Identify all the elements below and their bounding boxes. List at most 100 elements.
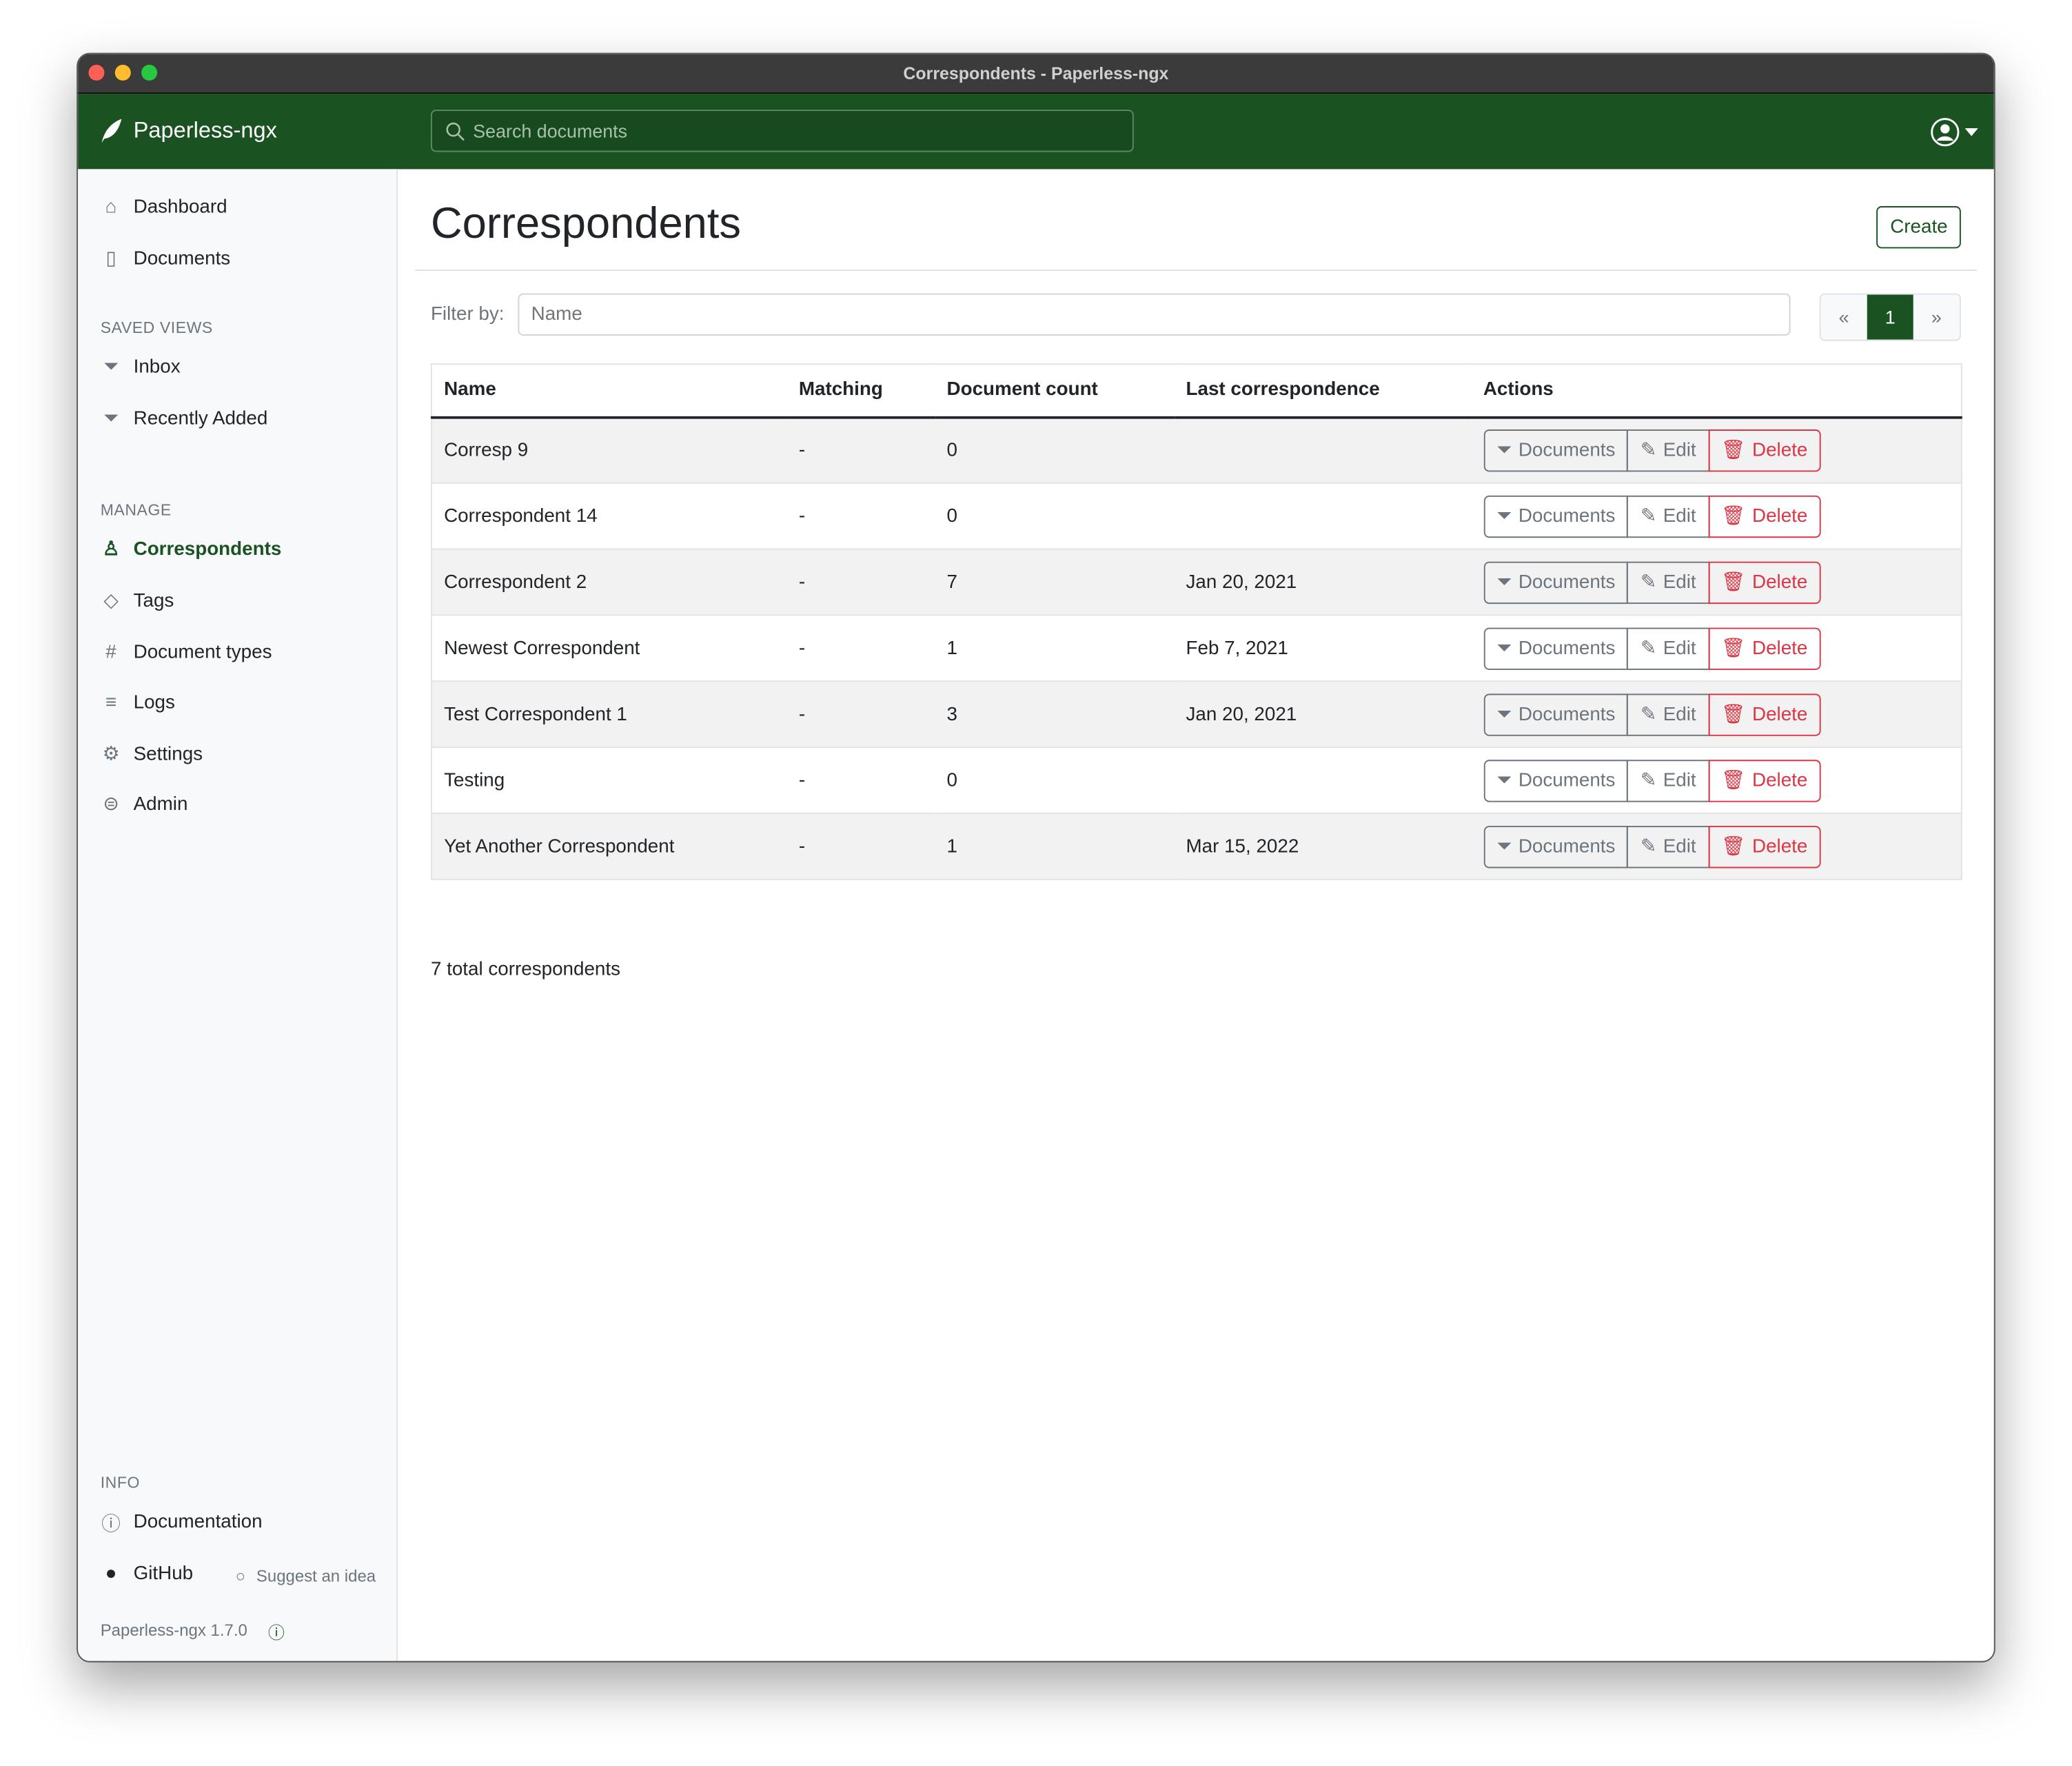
delete-button[interactable]: 🗑︎ Delete xyxy=(1707,627,1821,669)
suggest-idea-link[interactable]: ○ Suggest an idea xyxy=(230,1566,376,1587)
sidebar-item-document-types[interactable]: # Document types xyxy=(101,642,272,664)
cell-matching: - xyxy=(786,681,935,749)
gear-icon: ⚙ xyxy=(102,744,120,765)
create-button[interactable]: Create xyxy=(1877,206,1961,249)
text-left-icon: ≡ xyxy=(105,692,117,714)
edit-button[interactable]: ✎ Edit xyxy=(1627,494,1709,538)
sidebar-item-logs[interactable]: ≡ Logs xyxy=(101,693,175,714)
edit-label: Edit xyxy=(1663,439,1696,461)
sidebar-item-label: Logs xyxy=(133,692,175,714)
cell-last-correspondence xyxy=(1174,416,1472,484)
title-bar: Correspondents - Paperless-ngx xyxy=(78,54,1994,94)
sidebar-item-label: Inbox xyxy=(133,356,181,378)
documents-button[interactable]: ⏷ Documents xyxy=(1483,759,1629,802)
brand-link[interactable]: Paperless-ngx xyxy=(99,118,277,144)
cell-matching: - xyxy=(786,813,935,880)
sidebar-item-tags[interactable]: ◇ Tags xyxy=(101,591,174,612)
funnel-icon: ⏷ xyxy=(1496,769,1512,791)
column-header-matching[interactable]: Matching xyxy=(786,364,935,418)
search-input[interactable]: Search documents xyxy=(430,110,1134,152)
edit-label: Edit xyxy=(1663,835,1696,857)
funnel-icon: ⏷ xyxy=(1496,571,1512,593)
sidebar-item-label: Documentation xyxy=(133,1512,263,1533)
column-header-last-correspondence[interactable]: Last correspondence xyxy=(1174,364,1472,418)
documents-label: Documents xyxy=(1518,505,1616,527)
sidebar-item-label: Recently Added xyxy=(133,408,268,430)
delete-label: Delete xyxy=(1752,637,1808,659)
sidebar-item-github[interactable]: ● GitHub xyxy=(101,1563,194,1585)
info-heading: INFO xyxy=(100,1473,140,1492)
toggles-icon: ⊜ xyxy=(103,794,119,815)
delete-label: Delete xyxy=(1752,835,1808,857)
edit-button[interactable]: ✎ Edit xyxy=(1627,429,1709,471)
info-circle-icon[interactable]: ⓘ xyxy=(268,1623,285,1642)
cell-document-count: 0 xyxy=(935,747,1175,814)
sidebar-item-documentation[interactable]: ⓘ Documentation xyxy=(101,1512,263,1535)
delete-label: Delete xyxy=(1752,769,1808,791)
zoom-window-button[interactable] xyxy=(141,64,158,81)
cell-matching: - xyxy=(786,483,935,550)
sidebar-item-admin[interactable]: ⊜ Admin xyxy=(101,794,187,815)
minimize-window-button[interactable] xyxy=(114,64,131,81)
documents-button[interactable]: ⏷ Documents xyxy=(1483,494,1629,538)
cell-matching: - xyxy=(786,549,935,616)
suggest-label: Suggest an idea xyxy=(256,1567,376,1586)
column-header-document-count[interactable]: Document count xyxy=(935,364,1175,418)
delete-button[interactable]: 🗑︎ Delete xyxy=(1707,429,1821,471)
edit-button[interactable]: ✎ Edit xyxy=(1627,627,1709,669)
sidebar-item-settings[interactable]: ⚙ Settings xyxy=(101,744,203,765)
delete-button[interactable]: 🗑︎ Delete xyxy=(1707,759,1821,802)
documents-label: Documents xyxy=(1518,637,1616,659)
action-buttons: ⏷ Documents ✎ Edit 🗑︎ Delete xyxy=(1483,825,1821,868)
caret-down-icon xyxy=(1964,128,1978,136)
pencil-icon: ✎ xyxy=(1640,571,1657,593)
filter-name-input[interactable] xyxy=(518,293,1791,336)
action-buttons: ⏷ Documents ✎ Edit 🗑︎ Delete xyxy=(1483,494,1821,538)
user-menu-button[interactable] xyxy=(1931,118,1978,147)
sidebar-item-recently-added[interactable]: ⏷ Recently Added xyxy=(101,408,268,430)
prev-page-button[interactable]: « xyxy=(1820,294,1867,340)
cell-matching: - xyxy=(786,615,935,682)
documents-button[interactable]: ⏷ Documents xyxy=(1483,627,1629,669)
delete-button[interactable]: 🗑︎ Delete xyxy=(1707,825,1821,868)
next-page-button[interactable]: » xyxy=(1913,294,1960,340)
delete-button[interactable]: 🗑︎ Delete xyxy=(1707,693,1821,735)
pencil-icon: ✎ xyxy=(1640,835,1657,857)
sidebar-item-dashboard[interactable]: ⌂ Dashboard xyxy=(101,197,227,219)
edit-label: Edit xyxy=(1663,637,1696,659)
delete-button[interactable]: 🗑︎ Delete xyxy=(1707,560,1821,604)
edit-button[interactable]: ✎ Edit xyxy=(1627,560,1709,604)
documents-button[interactable]: ⏷ Documents xyxy=(1483,429,1629,471)
cell-actions: ⏷ Documents ✎ Edit 🗑︎ Delete xyxy=(1471,483,1962,550)
edit-button[interactable]: ✎ Edit xyxy=(1627,759,1709,802)
delete-label: Delete xyxy=(1752,505,1808,527)
edit-button[interactable]: ✎ Edit xyxy=(1627,693,1709,735)
sidebar-item-documents[interactable]: ▯ Documents xyxy=(101,248,231,270)
total-count: 7 total correspondents xyxy=(430,959,621,981)
cell-actions: ⏷ Documents ✎ Edit 🗑︎ Delete xyxy=(1471,681,1962,749)
page-1-button[interactable]: 1 xyxy=(1867,294,1913,340)
trash-icon: 🗑︎ xyxy=(1721,572,1746,593)
cell-name: Corresp 9 xyxy=(431,416,787,484)
close-window-button[interactable] xyxy=(88,64,105,81)
cell-document-count: 3 xyxy=(935,681,1175,749)
edit-button[interactable]: ✎ Edit xyxy=(1627,825,1709,868)
sidebar-item-correspondents[interactable]: ♙ Correspondents xyxy=(101,539,282,560)
column-header-name[interactable]: Name xyxy=(431,364,787,418)
trash-icon: 🗑︎ xyxy=(1721,836,1746,858)
search-placeholder: Search documents xyxy=(473,120,628,142)
table-row: Newest Correspondent - 1 Feb 7, 2021 ⏷ Do… xyxy=(431,615,1962,682)
funnel-icon: ⏷ xyxy=(103,408,119,430)
documents-button[interactable]: ⏷ Documents xyxy=(1483,560,1629,604)
documents-button[interactable]: ⏷ Documents xyxy=(1483,693,1629,735)
cell-last-correspondence: Feb 7, 2021 xyxy=(1174,615,1472,682)
cell-name: Testing xyxy=(431,747,787,814)
sidebar-item-label: Documents xyxy=(133,248,231,270)
sidebar-item-label: GitHub xyxy=(133,1563,194,1585)
cell-name: Correspondent 14 xyxy=(431,483,787,550)
table-row: Yet Another Correspondent - 1 Mar 15, 20… xyxy=(431,813,1962,880)
sidebar-item-inbox[interactable]: ⏷ Inbox xyxy=(101,357,181,378)
documents-button[interactable]: ⏷ Documents xyxy=(1483,825,1629,868)
delete-button[interactable]: 🗑︎ Delete xyxy=(1707,494,1821,538)
cell-last-correspondence: Jan 20, 2021 xyxy=(1174,681,1472,749)
